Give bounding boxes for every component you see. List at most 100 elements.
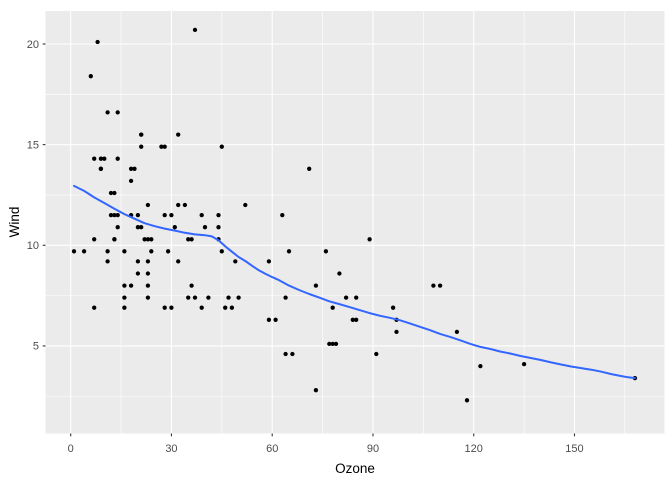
data-point	[159, 144, 164, 149]
data-point	[199, 305, 204, 310]
x-tick-label: 30	[165, 443, 177, 455]
data-point	[176, 132, 181, 137]
data-point	[95, 39, 100, 45]
data-point	[219, 249, 224, 254]
x-tick-label: 150	[565, 443, 583, 455]
data-point	[145, 283, 151, 288]
data-point	[105, 249, 110, 254]
data-point	[478, 363, 483, 369]
data-point	[139, 225, 144, 230]
data-point	[135, 271, 141, 276]
data-point	[128, 166, 134, 171]
data-point	[307, 166, 312, 171]
data-point	[374, 351, 379, 357]
data-point	[437, 283, 443, 288]
data-point	[283, 295, 288, 300]
x-tick-label: 90	[367, 443, 379, 455]
data-point	[182, 202, 188, 208]
data-point	[149, 249, 154, 254]
data-point	[92, 237, 97, 242]
data-point	[223, 305, 228, 310]
data-point	[283, 351, 288, 357]
data-point	[176, 259, 181, 264]
plot-panel	[45, 11, 665, 434]
data-point	[108, 212, 114, 218]
data-point	[135, 259, 141, 264]
data-point	[112, 190, 117, 196]
data-point	[236, 295, 241, 300]
data-point	[189, 237, 194, 242]
data-point	[266, 317, 272, 322]
axis-layer: 0 30 60 90 120 150 5 10 15 20	[27, 39, 584, 455]
x-tick-label: 120	[465, 443, 483, 455]
y-tick-label: 20	[27, 39, 39, 51]
minor-gridlines	[45, 11, 665, 434]
data-point	[135, 212, 141, 218]
data-point	[431, 283, 436, 288]
data-point	[286, 249, 292, 254]
major-gridlines	[45, 11, 665, 434]
y-tick-label: 5	[33, 341, 39, 353]
data-point	[521, 361, 527, 367]
data-point	[290, 351, 295, 357]
data-point	[98, 166, 104, 171]
data-point	[216, 225, 221, 230]
data-point	[186, 295, 191, 300]
data-point	[226, 295, 231, 300]
data-point	[354, 317, 359, 322]
data-point	[394, 329, 399, 335]
data-point	[367, 237, 372, 242]
y-tick-label: 15	[27, 139, 39, 151]
data-point	[233, 259, 238, 264]
data-point	[145, 259, 151, 264]
smooth-line-layer	[73, 184, 636, 380]
data-point	[313, 283, 319, 288]
data-point	[135, 225, 141, 230]
data-point	[330, 305, 335, 310]
data-point	[145, 202, 151, 208]
data-point	[112, 212, 117, 218]
data-point	[105, 110, 110, 115]
data-point	[122, 295, 127, 300]
data-point	[186, 237, 191, 242]
data-point	[102, 156, 107, 161]
data-point	[112, 237, 117, 242]
data-point	[98, 156, 104, 161]
data-point	[337, 271, 342, 276]
data-point	[149, 237, 154, 242]
smooth-line	[73, 184, 636, 380]
data-point	[122, 249, 127, 254]
data-point	[105, 259, 110, 264]
data-point	[280, 212, 285, 218]
data-point	[162, 144, 167, 149]
data-point	[71, 249, 77, 254]
data-point	[88, 74, 93, 79]
data-point	[92, 156, 97, 161]
data-point	[327, 341, 332, 347]
data-point	[139, 144, 144, 149]
data-point	[145, 237, 151, 242]
data-point	[115, 212, 120, 218]
data-point	[350, 317, 355, 322]
data-point	[313, 388, 319, 393]
data-point	[464, 398, 470, 403]
data-point	[122, 283, 127, 288]
data-point	[145, 271, 151, 276]
data-point	[199, 212, 204, 218]
data-point	[216, 212, 221, 218]
x-axis-title: Ozone	[335, 461, 375, 476]
data-point	[229, 305, 235, 310]
data-point	[189, 283, 194, 288]
data-point	[128, 283, 134, 288]
data-point	[206, 295, 211, 300]
data-point	[219, 144, 224, 149]
data-point	[128, 178, 134, 184]
data-point	[145, 295, 151, 300]
data-point	[266, 259, 272, 264]
data-point	[132, 166, 137, 171]
data-point	[454, 329, 460, 335]
data-point	[115, 110, 120, 115]
data-point	[81, 249, 87, 254]
